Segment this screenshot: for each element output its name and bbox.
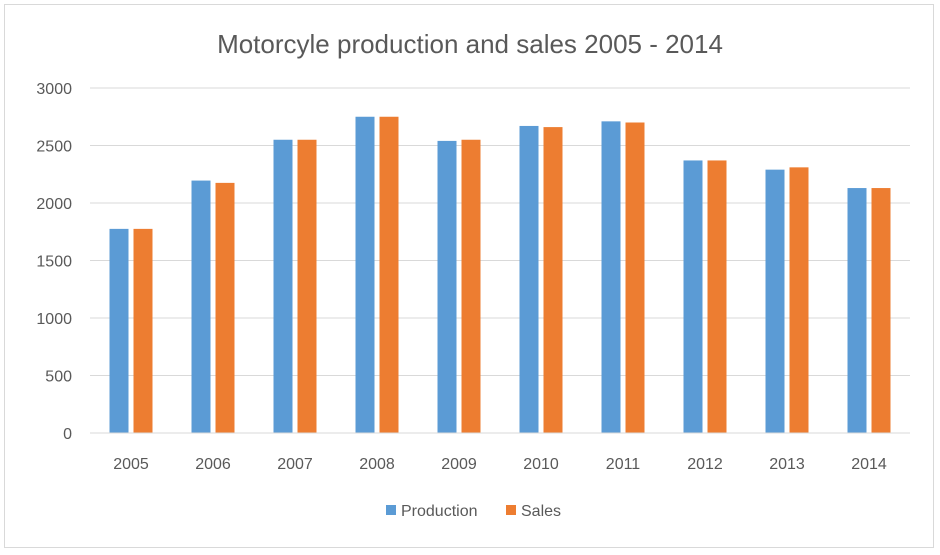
bar-production-2013 bbox=[765, 169, 785, 433]
bar-production-2012 bbox=[683, 160, 703, 433]
bar-sales-2009 bbox=[461, 139, 481, 433]
bar-sales-2007 bbox=[297, 139, 317, 433]
legend-label-production: Production bbox=[401, 503, 478, 520]
x-axis-tick-labels: 2005 2006 2007 2008 2009 2010 2011 2012 2013 2014 bbox=[113, 456, 887, 473]
y-tick-label: 1500 bbox=[36, 254, 72, 271]
x-tick-label: 2007 bbox=[277, 456, 313, 473]
bar-production-2011 bbox=[601, 121, 621, 433]
bar-sales-2013 bbox=[789, 167, 809, 433]
x-tick-label: 2005 bbox=[113, 456, 149, 473]
legend-swatch-sales bbox=[506, 505, 516, 515]
bar-production-2005 bbox=[109, 228, 129, 433]
bar-sales-2006 bbox=[215, 182, 235, 433]
bar-sales-2005 bbox=[133, 228, 153, 433]
y-tick-label: 2000 bbox=[36, 196, 72, 213]
legend-swatch-production bbox=[386, 505, 396, 515]
y-tick-label: 0 bbox=[63, 426, 72, 443]
bar-production-2009 bbox=[437, 140, 457, 433]
y-tick-label: 500 bbox=[45, 369, 72, 386]
bar-production-2010 bbox=[519, 125, 539, 433]
legend: Production Sales bbox=[386, 503, 561, 520]
chart-title: Motorcyle production and sales 2005 - 20… bbox=[217, 29, 723, 59]
y-tick-label: 1000 bbox=[36, 311, 72, 328]
bar-sales-2008 bbox=[379, 116, 399, 433]
bars bbox=[109, 116, 891, 433]
bar-sales-2012 bbox=[707, 160, 727, 433]
y-axis-tick-labels: 0 500 1000 1500 2000 2500 3000 bbox=[36, 81, 72, 443]
bar-sales-2011 bbox=[625, 122, 645, 433]
bar-production-2007 bbox=[273, 139, 293, 433]
x-tick-label: 2012 bbox=[687, 456, 723, 473]
bar-sales-2014 bbox=[871, 188, 891, 433]
bar-sales-2010 bbox=[543, 127, 563, 433]
x-tick-label: 2006 bbox=[195, 456, 231, 473]
bar-production-2006 bbox=[191, 180, 211, 433]
x-tick-label: 2011 bbox=[606, 456, 641, 473]
legend-label-sales: Sales bbox=[521, 503, 561, 520]
x-tick-label: 2010 bbox=[523, 456, 559, 473]
bar-production-2014 bbox=[847, 188, 867, 433]
gridlines bbox=[90, 87, 910, 376]
x-tick-label: 2008 bbox=[359, 456, 395, 473]
bar-production-2008 bbox=[355, 116, 375, 433]
x-tick-label: 2013 bbox=[769, 456, 805, 473]
y-tick-label: 3000 bbox=[36, 81, 72, 98]
x-tick-label: 2009 bbox=[441, 456, 477, 473]
y-tick-label: 2500 bbox=[36, 139, 72, 156]
x-tick-label: 2014 bbox=[851, 456, 887, 473]
